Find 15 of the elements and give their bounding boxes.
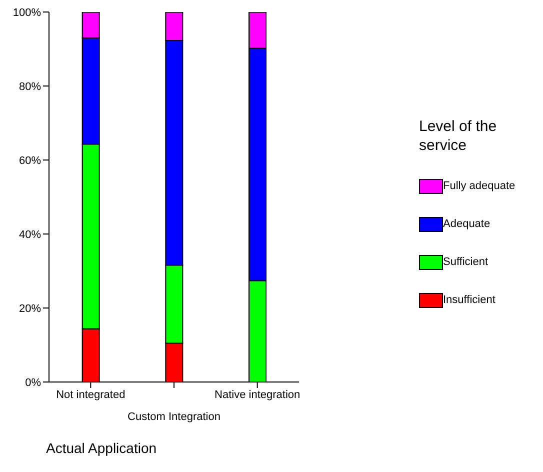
y-tick-label: 80% — [18, 80, 42, 93]
legend-label: Adequate — [443, 218, 490, 230]
legend-label: Fully adequate — [443, 180, 516, 192]
legend-title: Level of the service — [419, 117, 498, 155]
x-tick-label: Native integration — [214, 388, 300, 401]
y-tick-label: 60% — [18, 154, 42, 167]
y-tick-label: 40% — [18, 228, 42, 241]
legend-label: Insufficient — [443, 294, 496, 306]
x-tick-label: Not integrated — [56, 388, 126, 401]
y-tick-label: 20% — [18, 302, 42, 315]
y-tick-label: 100% — [12, 6, 42, 19]
text: Actual Application — [46, 440, 157, 456]
legend-label: Sufficient — [443, 256, 488, 268]
y-tick-label: 0% — [25, 376, 42, 389]
x-axis-title: Custom Integration — [128, 411, 220, 423]
